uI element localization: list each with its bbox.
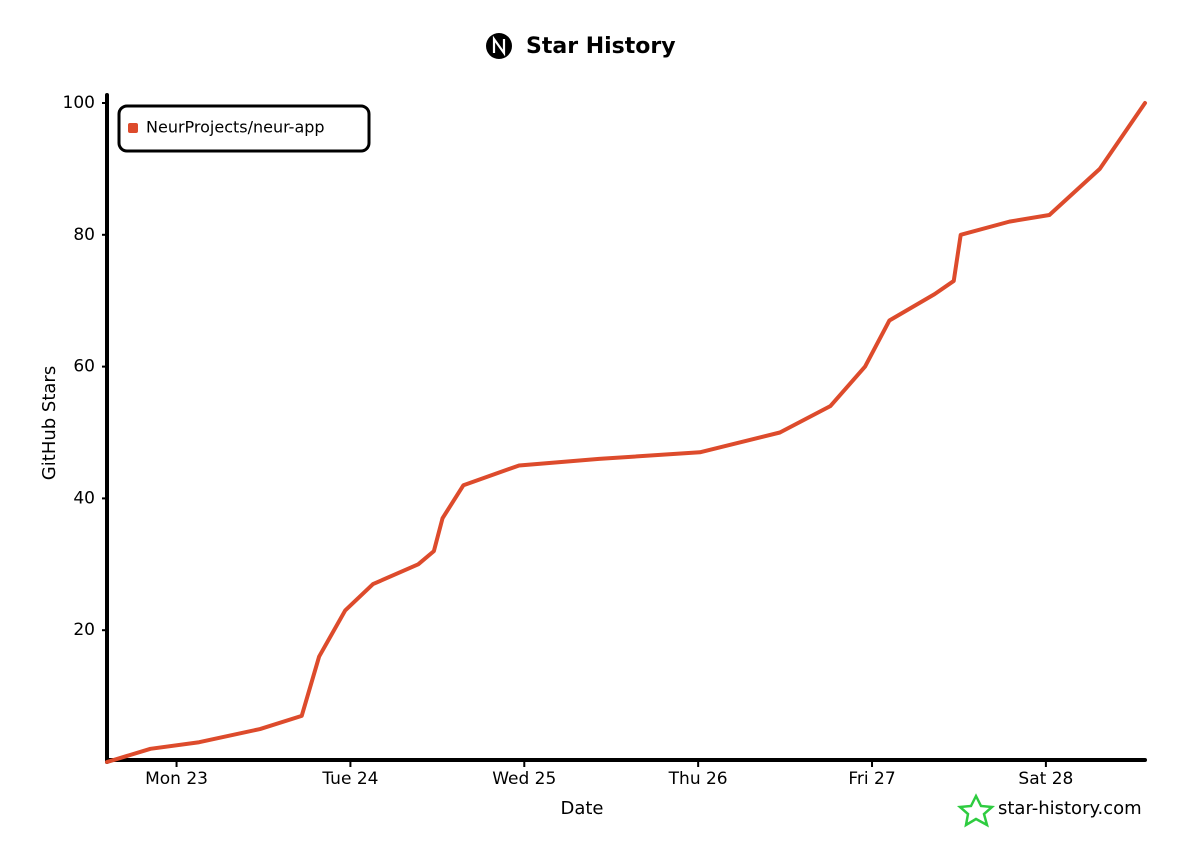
x-tick-label: Fri 27 [848,769,895,789]
legend-swatch [128,123,138,133]
x-tick-label: Tue 24 [321,769,378,789]
watermark: star-history.com [956,793,1142,828]
watermark-icon [956,793,996,828]
watermark-text: star-history.com [998,798,1142,819]
x-tick-label: Wed 25 [492,769,556,789]
y-tick-label: 80 [73,225,95,245]
series-line [105,101,1147,764]
y-axis-label: GitHub Stars [39,366,60,480]
y-tick-label: 20 [73,620,95,640]
x-axis-label: Date [560,798,603,819]
legend-box [117,104,371,153]
x-tick-label: Mon 23 [145,769,208,789]
title-group: Star History [486,33,676,59]
x-tick-label: Thu 26 [668,769,728,789]
legend-label: NeurProjects/neur-app [146,118,325,137]
logo-letter [492,35,506,57]
y-tick-label: 100 [63,93,95,113]
y-tick-label: 40 [73,488,95,508]
y-tick-label: 60 [73,357,95,377]
x-tick-label: Sat 28 [1018,769,1073,789]
chart-title: Star History [526,34,676,59]
